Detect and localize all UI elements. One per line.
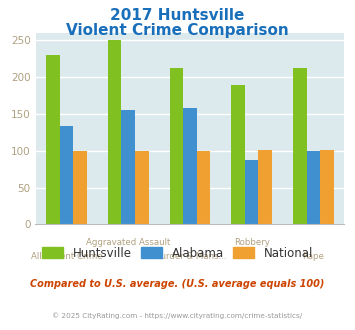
Text: Aggravated Assault: Aggravated Assault [86,238,170,247]
Bar [46,55,60,224]
Bar [231,84,245,224]
Text: Compared to U.S. average. (U.S. average equals 100): Compared to U.S. average. (U.S. average … [30,279,325,289]
Text: Violent Crime Comparison: Violent Crime Comparison [66,23,289,38]
Bar [60,126,73,224]
Text: Murder & Mans...: Murder & Mans... [153,252,227,261]
Bar [307,151,320,224]
Text: 2017 Huntsville: 2017 Huntsville [110,8,245,23]
Bar [121,110,135,224]
Text: © 2025 CityRating.com - https://www.cityrating.com/crime-statistics/: © 2025 CityRating.com - https://www.city… [53,312,302,318]
Bar [293,68,307,224]
Bar [245,160,258,224]
Bar [258,150,272,224]
Bar [73,151,87,224]
Text: Robbery: Robbery [234,238,270,247]
Bar [170,68,183,224]
Bar [320,150,334,224]
Legend: Huntsville, Alabama, National: Huntsville, Alabama, National [37,242,318,264]
Bar [135,151,148,224]
Bar [197,151,210,224]
Text: Rape: Rape [302,252,324,261]
Text: All Violent Crime: All Violent Crime [31,252,102,261]
Bar [183,108,197,224]
Bar [108,40,121,224]
